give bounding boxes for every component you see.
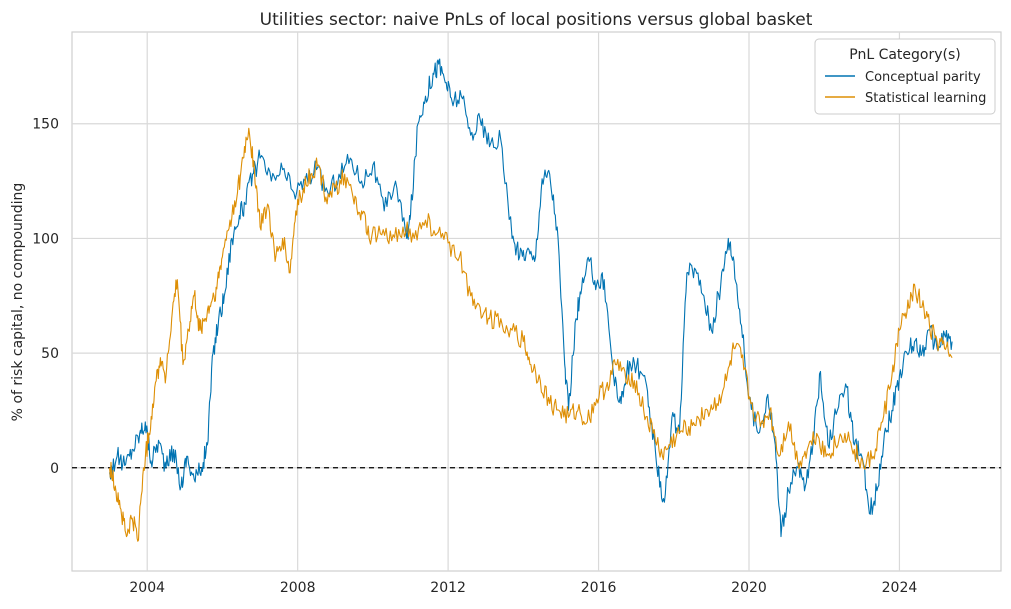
x-axis-ticks: 2004 2008 2012 2016 2020 2024	[129, 580, 917, 596]
y-axis-label: % of risk capital, no compounding	[10, 183, 26, 422]
legend-title: PnL Category(s)	[849, 47, 961, 63]
legend-items: Conceptual parity Statistical learning	[825, 70, 986, 106]
y-tick-label: 150	[32, 117, 59, 133]
y-tick-label: 100	[32, 231, 59, 247]
legend-box	[814, 38, 996, 115]
series-line-0	[109, 58, 953, 538]
legend-label-1: Statistical learning	[865, 91, 986, 106]
chart-title: Utilities sector: naive PnLs of local po…	[260, 10, 813, 30]
x-tick-label: 2024	[882, 580, 918, 596]
x-tick-label: 2008	[280, 580, 316, 596]
plot-frame	[71, 31, 1002, 572]
y-axis-ticks: 0 50 100 150	[32, 117, 59, 477]
legend: PnL Category(s) Conceptual parity Statist…	[814, 38, 996, 115]
legend-label-0: Conceptual parity	[865, 70, 981, 85]
series-layer	[109, 58, 953, 542]
series-line-1	[109, 127, 953, 542]
y-tick-label: 0	[50, 461, 59, 477]
x-tick-label: 2004	[129, 580, 165, 596]
x-tick-label: 2012	[430, 580, 466, 596]
x-tick-label: 2016	[581, 580, 617, 596]
x-tick-label: 2020	[731, 580, 767, 596]
y-tick-label: 50	[41, 346, 59, 362]
